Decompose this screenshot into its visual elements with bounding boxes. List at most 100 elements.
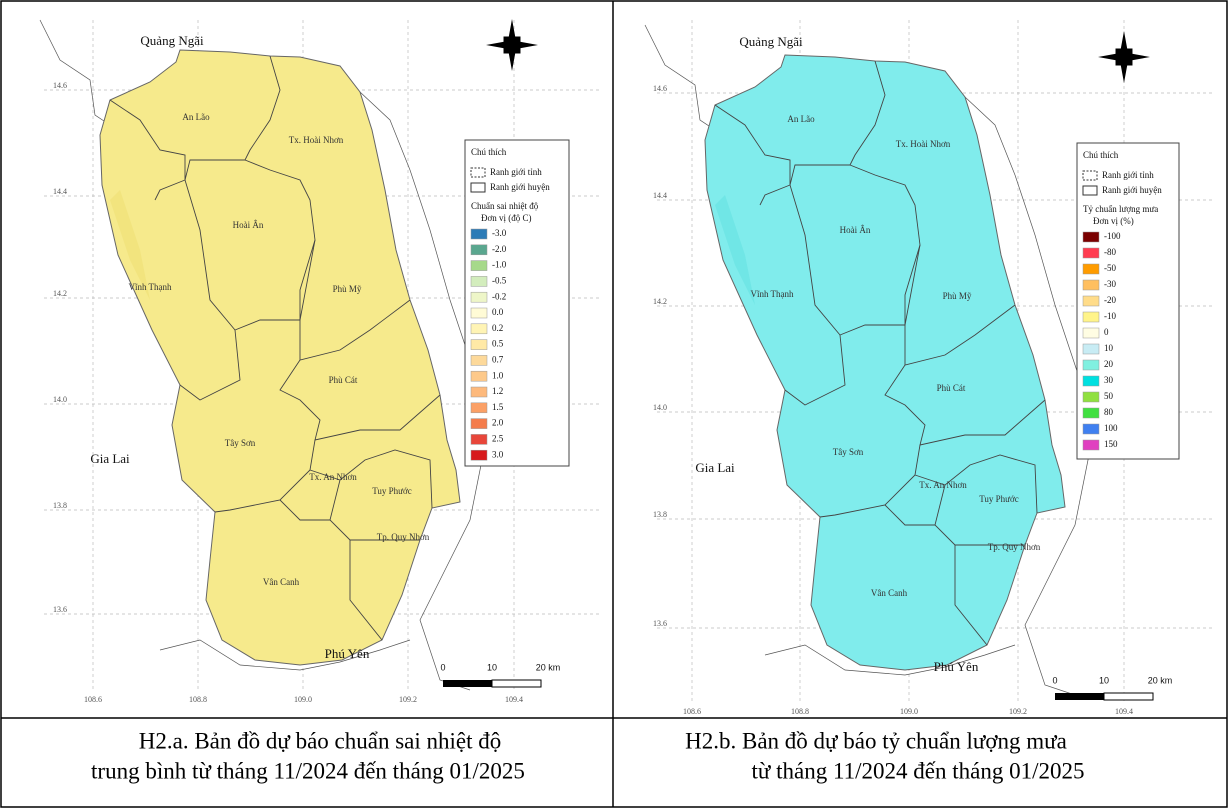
legend-swatch xyxy=(1082,327,1100,339)
legend-label: 1.0 xyxy=(492,370,504,380)
latitude-label: 13.6 xyxy=(653,619,667,628)
longitude-label: 109.4 xyxy=(505,695,523,704)
legend-unit: Đơn vị (độ C) xyxy=(481,213,532,223)
district-label: Tp. Quy Nhơn xyxy=(988,542,1041,552)
caption: H2.a. Bản đồ dự báo chuẩn sai nhiệt độ xyxy=(139,728,502,753)
latitude-label: 14.0 xyxy=(53,395,67,404)
district-label: Tx. An Nhơn xyxy=(309,472,357,482)
longitude-label: 108.6 xyxy=(84,695,102,704)
district-boundary xyxy=(714,104,791,206)
legend-swatch xyxy=(1082,375,1100,387)
legend-label: 0 xyxy=(1104,327,1109,337)
legend-label: 150 xyxy=(1104,439,1118,449)
legend-swatch xyxy=(470,228,488,240)
legend-swatch xyxy=(470,276,488,287)
district-label: Tx. An Nhơn xyxy=(919,480,967,490)
longitude-label: 108.6 xyxy=(683,707,701,716)
district-label: Vĩnh Thạnh xyxy=(750,289,794,299)
legend-label: -80 xyxy=(1104,247,1116,257)
legend-label: 50 xyxy=(1104,391,1114,401)
district-boundary xyxy=(244,159,316,241)
legend-swatch xyxy=(470,449,488,461)
legend-swatch xyxy=(470,244,488,256)
legend-label: -20 xyxy=(1104,295,1116,305)
legend-swatch xyxy=(470,355,488,366)
legend-label: 3.0 xyxy=(492,449,504,459)
legend-symbol xyxy=(470,182,486,193)
district-boundary xyxy=(279,499,330,521)
latitude-label: 14.2 xyxy=(653,297,667,306)
district-boundary xyxy=(299,239,411,361)
legend-swatch xyxy=(470,418,488,429)
district-label: Tây Sơn xyxy=(225,438,256,448)
district-label: Vân Canh xyxy=(871,588,908,598)
scale-label: 20 km xyxy=(536,662,561,672)
legend-label: 2.0 xyxy=(492,418,504,428)
legend-title: Chú thích xyxy=(471,147,507,157)
legend-symbol xyxy=(1082,170,1098,181)
legend-swatch xyxy=(1082,311,1100,323)
legend-label: -1.0 xyxy=(492,260,507,270)
district-boundary xyxy=(954,545,988,646)
longitude-label: 108.8 xyxy=(189,695,207,704)
district-label: Vĩnh Thạnh xyxy=(128,282,172,292)
longitude-label: 109.2 xyxy=(1009,707,1027,716)
latitude-label: 14.4 xyxy=(653,191,667,200)
legend-swatch xyxy=(1082,279,1100,291)
province-area xyxy=(704,54,1066,671)
legend-label: -100 xyxy=(1104,231,1121,241)
compass xyxy=(1115,48,1133,66)
district-label: Tp. Quy Nhơn xyxy=(377,532,430,542)
scale-bar xyxy=(1103,692,1154,701)
latitude-label: 14.4 xyxy=(53,187,67,196)
legend-label: 0.7 xyxy=(492,354,504,364)
legend-label: -3.0 xyxy=(492,228,507,238)
legend-label: 80 xyxy=(1104,407,1114,417)
caption: H2.b. Bản đồ dự báo tỷ chuẩn lượng mưa xyxy=(685,728,1067,753)
legend-label: 1.5 xyxy=(492,402,504,412)
legend-swatch xyxy=(470,339,488,350)
legend-label: 0.0 xyxy=(492,307,504,317)
district-label: An Lão xyxy=(182,112,210,122)
latitude-label: 14.0 xyxy=(653,403,667,412)
coastline xyxy=(764,644,1016,676)
district-boundary xyxy=(309,449,433,509)
legend-swatch xyxy=(1082,359,1100,371)
relief-shade xyxy=(715,195,755,305)
legend-swatch xyxy=(1082,343,1100,355)
district-boundary xyxy=(184,55,281,181)
district-label: Tuy Phước xyxy=(979,494,1019,504)
district-label: Phù Mỹ xyxy=(333,284,362,294)
district-boundary xyxy=(179,329,241,401)
latitude-label: 14.6 xyxy=(653,84,667,93)
legend-label: -2.0 xyxy=(492,244,507,254)
province-label: Gia Lai xyxy=(90,451,130,466)
scale-label: 0 xyxy=(1052,675,1057,685)
legend-swatch xyxy=(470,291,488,303)
district-label: Vân Canh xyxy=(263,577,300,587)
legend-label: 0.5 xyxy=(492,339,504,349)
legend-label: 10 xyxy=(1104,343,1114,353)
legend-swatch xyxy=(470,386,488,398)
province-label: Gia Lai xyxy=(695,460,735,475)
province-area xyxy=(99,49,461,666)
legend-swatch xyxy=(470,434,488,445)
legend-symbol xyxy=(1082,185,1098,196)
legend-variable: Tỷ chuẩn lượng mưa xyxy=(1083,204,1158,214)
longitude-label: 109.0 xyxy=(900,707,918,716)
legend-label: -10 xyxy=(1104,311,1116,321)
legend-symbol xyxy=(470,167,486,178)
legend-label: Ranh giới huyện xyxy=(1102,185,1162,195)
district-label: Phù Mỹ xyxy=(943,291,972,301)
legend-label: -50 xyxy=(1104,263,1116,273)
legend-swatch xyxy=(1082,391,1100,403)
caption: từ tháng 11/2024 đến tháng 01/2025 xyxy=(752,758,1085,783)
district-boundary xyxy=(904,244,1016,366)
district-label: Tx. Hoài Nhơn xyxy=(896,139,951,149)
legend-label: 100 xyxy=(1104,423,1118,433)
district-label: Hoài Ân xyxy=(233,220,264,230)
district-label: Tx. Hoài Nhơn xyxy=(289,135,344,145)
district-boundary xyxy=(884,504,935,526)
legend-label: Ranh giới tỉnh xyxy=(490,167,542,177)
